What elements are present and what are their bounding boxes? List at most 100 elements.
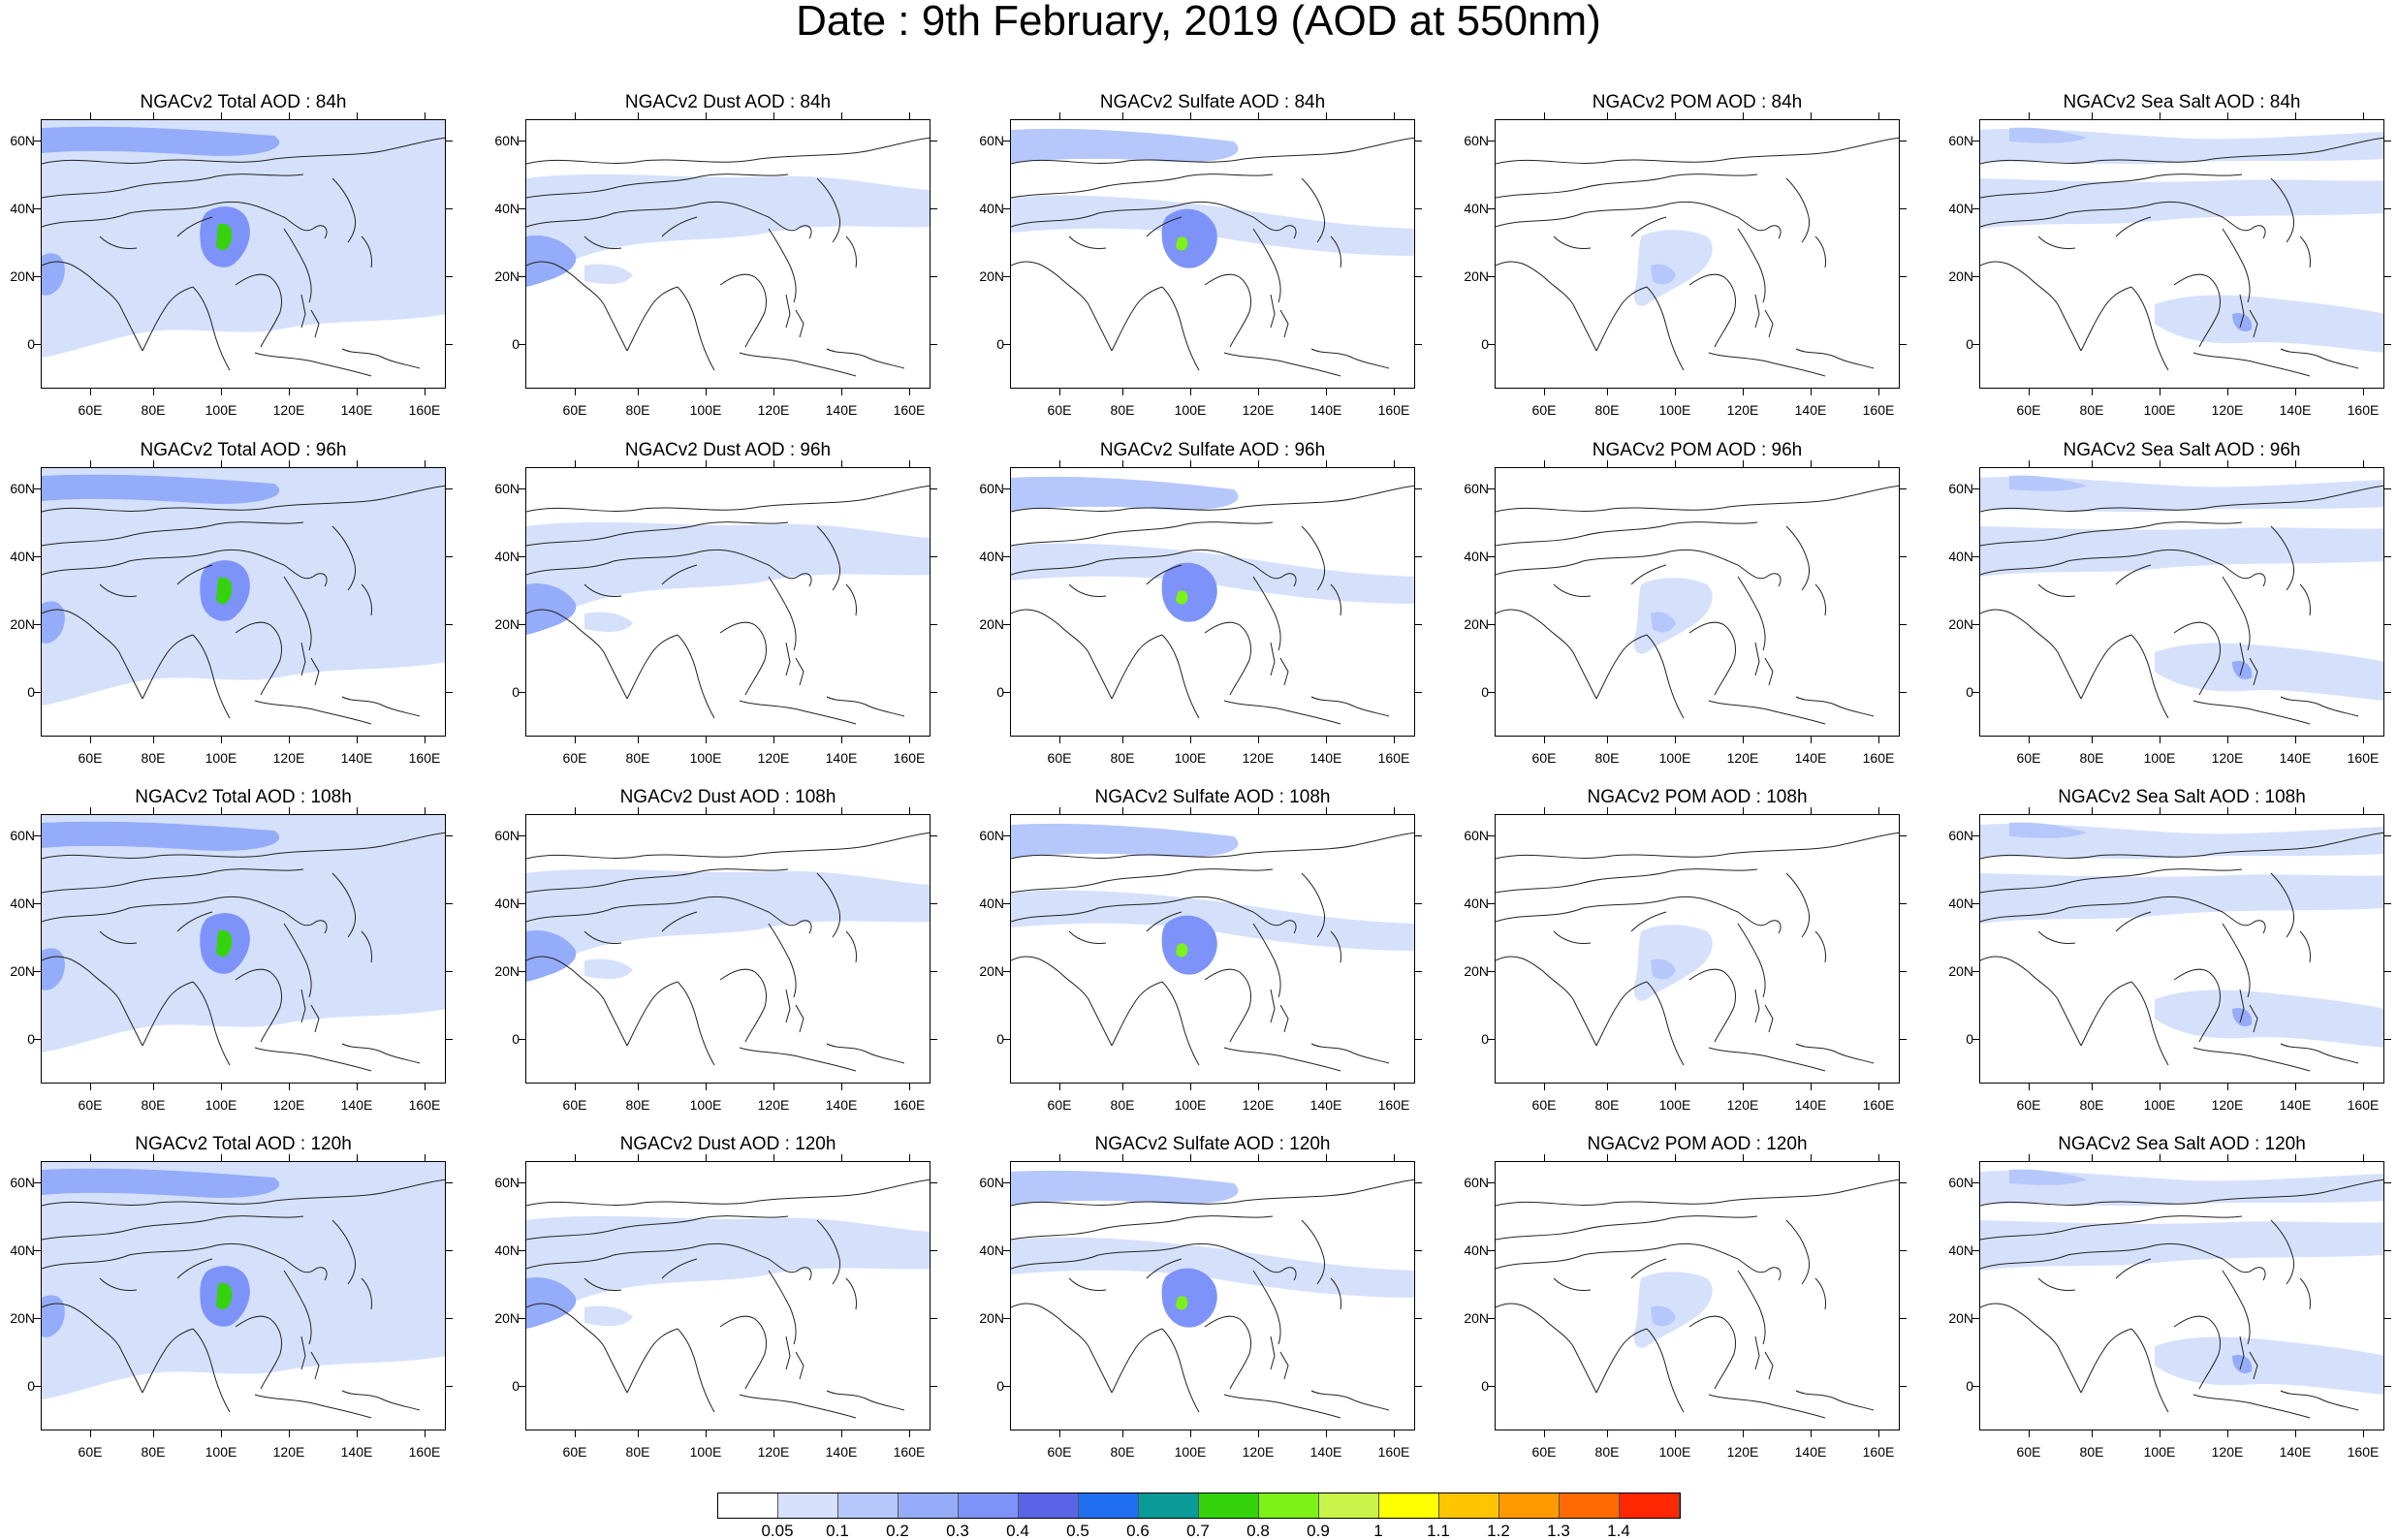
lat-tick [446,624,453,625]
lon-tick-label: 80E [625,1444,650,1460]
coastline [845,930,857,963]
lon-tick-label: 160E [1862,750,1895,766]
panel-title: NGACv2 POM AOD : 84h [1592,92,1803,112]
lat-tick-label: 20N [10,1310,35,1326]
coastline [526,868,789,894]
lon-tick-label: 120E [1726,750,1759,766]
lat-tick [2384,624,2391,625]
lon-tick [153,1430,154,1437]
lat-tick [34,971,41,972]
lon-tick [773,1430,774,1437]
lon-tick-label: 80E [141,1097,166,1113]
lon-tick [1675,737,1676,743]
lon-tick [2363,1084,2364,1090]
lon-tick [773,389,774,395]
lon-tick [2227,1084,2228,1090]
lat-tick-label: 40N [494,201,520,216]
lon-tick [909,807,910,814]
lon-tick-label: 60E [1531,402,1557,418]
coastline [1980,1303,2082,1394]
lon-tick [1544,460,1545,467]
coastline [785,642,804,686]
lat-tick [446,835,453,836]
lat-tick-label: 60N [494,133,520,148]
coastline [176,216,213,237]
lat-tick [1415,556,1422,557]
map-panel [1010,467,1415,737]
lon-tick [1190,460,1191,467]
lon-tick-label: 60E [1531,1444,1557,1460]
lon-tick [909,1084,910,1090]
lon-tick-label: 140E [340,1097,373,1113]
lon-tick-label: 120E [1242,1444,1275,1460]
lon-tick-label: 100E [689,1097,722,1113]
aod-contour-region [526,1276,577,1329]
coastline [526,1303,628,1394]
map-panel [525,119,930,389]
lon-tick [1059,1430,1060,1437]
lon-tick [1190,737,1191,743]
lon-tick [638,807,639,814]
lon-tick-label: 140E [2279,1444,2312,1460]
coastline [42,832,445,860]
map-panel [1495,119,1900,389]
lon-tick-label: 120E [272,402,305,418]
coastline [1795,1390,1875,1411]
lon-tick [357,460,358,467]
lat-tick-label: 60N [1948,133,1973,148]
lat-tick [1900,1318,1907,1319]
coastline [176,911,213,932]
aod-contour-region [526,521,930,628]
coastline [1068,236,1107,249]
coastline [176,564,213,585]
lat-tick-label: 0 [512,684,520,700]
colorbar-swatch [1439,1493,1499,1518]
coastline [2239,989,2258,1033]
lon-tick-label: 100E [689,1444,722,1460]
coastline [526,137,930,165]
lon-tick [1258,1430,1259,1437]
lat-tick [1003,835,1010,836]
coastline [1161,1328,1200,1413]
panel-title: NGACv2 Sulfate AOD : 108h [1094,787,1331,807]
lon-tick [1544,807,1545,814]
lat-tick [1003,488,1010,489]
lon-tick-label: 60E [1531,750,1557,766]
coastline [2280,696,2359,717]
lon-tick [2295,807,2296,814]
lon-tick [1059,807,1060,814]
lon-tick-label: 60E [1047,750,1072,766]
coastline [583,1277,622,1291]
lat-tick [930,1250,937,1251]
lon-tick [773,1154,774,1161]
lat-tick [1972,1250,1979,1251]
lat-tick [1972,1318,1979,1319]
lon-tick [2363,1430,2364,1437]
coastline [2115,911,2152,932]
coastline [1146,1258,1183,1279]
coastline [768,576,797,651]
aod-contour-region [42,948,65,990]
panel-title: NGACv2 Dust AOD : 84h [624,92,832,112]
coastline [1270,294,1289,338]
lon-tick-label: 80E [625,1097,650,1113]
lon-tick-label: 140E [340,402,373,418]
lon-tick [2227,460,2228,467]
coastline [1011,1303,1113,1394]
lon-tick [357,807,358,814]
coastline [1980,173,2243,199]
coastline [1223,352,1341,377]
coastline [1330,236,1341,268]
lon-tick [289,1154,290,1161]
lat-tick-label: 40N [1948,1242,1973,1258]
coastline [341,1390,421,1411]
lon-tick-label: 160E [1377,402,1410,418]
coastline [785,989,804,1033]
coastline [2173,621,2222,696]
map-panel [1979,467,2384,737]
lon-tick [1190,1154,1191,1161]
lat-tick-label: 40N [1464,549,1489,564]
aod-contour-region [1011,890,1414,951]
lat-tick [1972,835,1979,836]
lon-tick-label: 140E [1309,750,1342,766]
